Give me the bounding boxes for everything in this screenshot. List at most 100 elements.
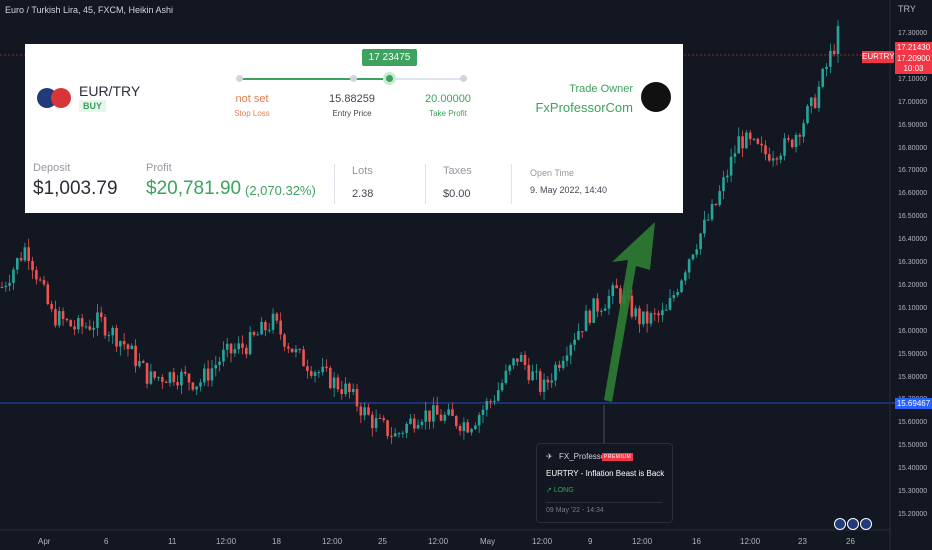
candle-body xyxy=(630,295,634,317)
symbol-header[interactable]: Euro / Turkish Lira, 45, FXCM, Heikin As… xyxy=(5,5,174,15)
side-badge: BUY xyxy=(79,100,107,112)
entry-dot xyxy=(350,75,357,82)
candle-body xyxy=(802,123,805,137)
time-axis-label: 23 xyxy=(798,537,807,546)
candle-body xyxy=(458,426,462,431)
candle-body xyxy=(546,379,550,383)
candle-body xyxy=(619,288,622,304)
candle-body xyxy=(542,379,546,392)
candle-body xyxy=(836,26,840,54)
candle-body xyxy=(126,344,130,350)
candle-body xyxy=(733,153,737,157)
take-profit-label: Take Profit xyxy=(429,109,467,118)
eu-flag-icon[interactable] xyxy=(834,518,846,530)
candle-body xyxy=(340,389,344,395)
candle-body xyxy=(367,407,370,415)
candle-body xyxy=(80,318,84,327)
candle-body xyxy=(519,354,523,362)
candle-body xyxy=(73,326,76,330)
candle-body xyxy=(832,50,836,54)
candle-body xyxy=(393,433,397,437)
candle-body xyxy=(382,418,386,421)
candle-body xyxy=(512,358,515,366)
candle-body xyxy=(0,286,4,288)
candle-body xyxy=(153,371,156,378)
candle-body xyxy=(687,259,691,273)
owner-name[interactable]: FxProfessorCom xyxy=(535,100,633,115)
candle-body xyxy=(466,422,470,433)
candle-body xyxy=(290,348,294,353)
rocket-icon: ✈ xyxy=(546,452,553,461)
price-axis-label: 15.40000 xyxy=(898,465,928,473)
price-axis-label: 15.20000 xyxy=(898,511,928,518)
time-axis-label: Apr xyxy=(38,537,51,546)
price-scale-currency[interactable]: TRY xyxy=(898,4,916,14)
trend-up-icon: ↗ xyxy=(546,487,552,494)
candle-body xyxy=(424,410,428,422)
candle-body xyxy=(493,400,496,402)
candle-body xyxy=(161,377,164,382)
candle-body xyxy=(420,421,424,425)
candle-body xyxy=(500,383,504,391)
candle-body xyxy=(54,309,57,326)
candle-body xyxy=(821,69,825,87)
candle-body xyxy=(603,308,607,311)
stop-loss-dot xyxy=(236,75,243,82)
candle-body xyxy=(157,377,160,379)
candle-body xyxy=(309,371,313,376)
candle-body xyxy=(203,368,206,383)
current-dot xyxy=(386,75,393,82)
candle-body xyxy=(611,285,615,296)
candle-body xyxy=(580,331,584,333)
eu-flag-icon[interactable] xyxy=(847,518,859,530)
eu-flag-icon[interactable] xyxy=(860,518,872,530)
candle-body xyxy=(351,388,355,393)
candle-body xyxy=(416,424,420,429)
candle-body xyxy=(565,355,569,361)
candle-body xyxy=(317,372,321,374)
candle-body xyxy=(813,97,817,108)
candle-body xyxy=(321,366,324,373)
candle-body xyxy=(275,313,279,321)
price-axis-label: 17.30000 xyxy=(898,30,928,37)
countdown-tag: 10:03 xyxy=(895,63,932,74)
taxes-value: $0.00 xyxy=(443,188,471,200)
candle-body xyxy=(31,260,34,271)
candle-body xyxy=(760,143,763,146)
candle-body xyxy=(149,371,153,384)
candle-body xyxy=(523,354,527,365)
candle-body xyxy=(409,418,412,424)
idea-date: 09 May '22 - 14:34 xyxy=(546,507,604,514)
candle-body xyxy=(206,368,210,381)
candle-body xyxy=(569,344,573,356)
profit-label: Profit xyxy=(146,162,172,174)
candle-body xyxy=(141,361,145,363)
owner-label: Trade Owner xyxy=(569,83,633,95)
candle-body xyxy=(825,66,828,70)
candle-body xyxy=(439,414,443,421)
candle-body xyxy=(783,138,786,156)
candle-body xyxy=(737,136,741,154)
candle-body xyxy=(432,405,435,422)
candle-body xyxy=(787,138,790,140)
candle-body xyxy=(516,358,519,362)
current-price-tooltip: 17 23475 xyxy=(362,49,417,66)
candle-body xyxy=(809,97,813,106)
candle-body xyxy=(638,308,641,325)
candle-body xyxy=(370,414,374,429)
candle-body xyxy=(470,429,473,433)
owner-avatar[interactable] xyxy=(641,82,671,112)
price-axis-label: 17.00000 xyxy=(898,98,928,106)
idea-title[interactable]: EURTRY - Inflation Beast is Back xyxy=(546,469,665,478)
idea-card[interactable]: ✈ FX_Professor PREMIUM EURTRY - Inflatio… xyxy=(536,443,673,523)
candle-body xyxy=(256,334,260,336)
price-axis-label: 15.30000 xyxy=(898,488,928,496)
candle-body xyxy=(84,326,88,328)
candle-body xyxy=(363,407,366,416)
candle-body xyxy=(130,345,134,350)
candle-body xyxy=(245,347,248,355)
candle-body xyxy=(374,418,378,429)
idea-author[interactable]: FX_Professor xyxy=(559,452,608,461)
candle-body xyxy=(279,320,282,335)
